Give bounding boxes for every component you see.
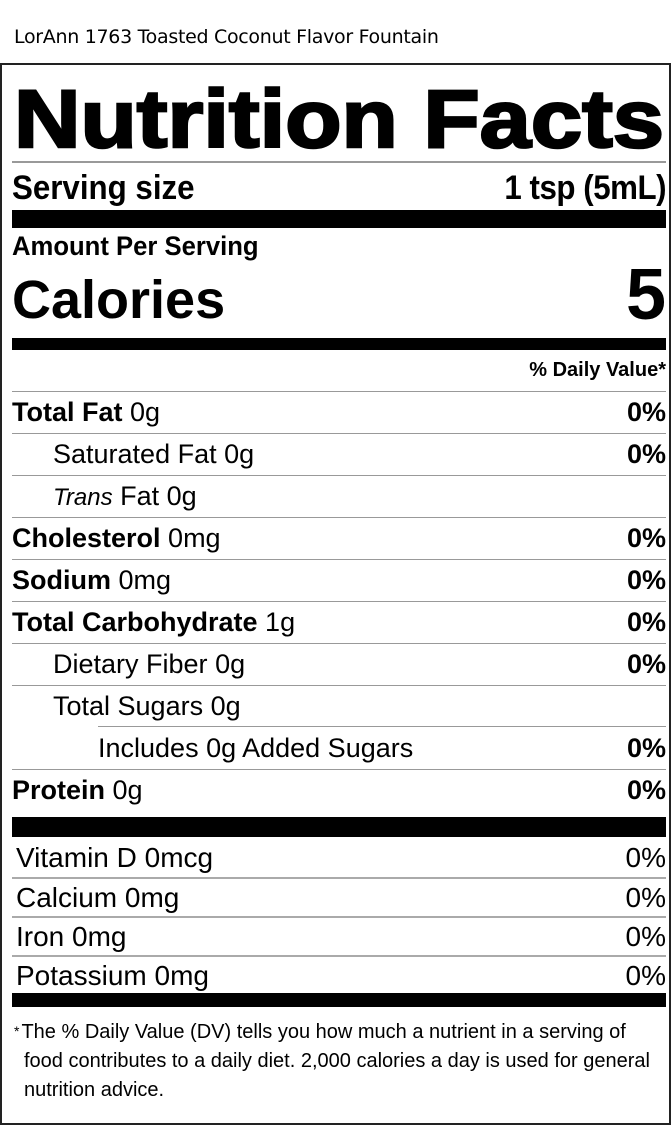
serving-size-row: Serving size 1 tsp (5mL) bbox=[12, 167, 667, 209]
nutrient-amount: 0g bbox=[166, 481, 197, 511]
calories-value: 5 bbox=[625, 255, 666, 335]
nutrient-row-dietary-fiber: Dietary Fiber 0g 0% bbox=[12, 643, 666, 685]
vitamin-label: Calcium 0mg bbox=[16, 881, 180, 913]
serving-size-value: 1 tsp (5mL) bbox=[504, 168, 667, 207]
vitamin-dv: 0% bbox=[625, 841, 666, 873]
nutrient-name: Total Sugars bbox=[53, 691, 204, 721]
nutrient-name: Dietary Fiber bbox=[53, 649, 208, 679]
vitamin-label: Vitamin D 0mcg bbox=[16, 841, 214, 873]
nutrient-name: Cholesterol bbox=[12, 523, 161, 553]
divider bbox=[98, 725, 666, 727]
nutrient-dv: 0% bbox=[626, 523, 666, 553]
calories-row: Calories 5 bbox=[12, 255, 666, 335]
vitamin-label: Potassium 0mg bbox=[16, 959, 209, 991]
nutrient-row-total-sugars: Total Sugars 0g bbox=[12, 685, 666, 727]
label-title: Nutrition Facts bbox=[12, 83, 666, 153]
nutrient-row-total-fat: Total Fat 0g 0% bbox=[12, 391, 666, 433]
footnote-asterisk: * bbox=[14, 1023, 20, 1039]
nutrient-name: Total Carbohydrate bbox=[12, 607, 258, 637]
nutrient-amount: 0mg bbox=[118, 565, 172, 595]
nutrient-name: Includes 0g Added Sugars bbox=[98, 732, 414, 763]
nutrient-name: Protein bbox=[12, 775, 106, 805]
thick-divider bbox=[12, 993, 666, 1007]
nutrient-dv: 0% bbox=[626, 565, 666, 595]
footnote-text: The % Daily Value (DV) tells you how muc… bbox=[21, 1021, 650, 1101]
daily-value-header: % Daily Value* bbox=[529, 359, 666, 381]
nutrient-name: Total Fat bbox=[12, 397, 123, 427]
nutrient-amount: 0g bbox=[224, 439, 255, 469]
nutrient-amount: 1g bbox=[265, 607, 296, 637]
footnote: * The % Daily Value (DV) tells you how mu… bbox=[12, 1017, 664, 1105]
nutrition-facts-label: Nutrition Facts Serving size 1 tsp (5mL)… bbox=[0, 63, 671, 1125]
vitamin-row-iron: Iron 0mg 0% bbox=[12, 916, 666, 955]
nutrient-dv: 0% bbox=[626, 732, 666, 763]
nutrient-name: Trans bbox=[53, 484, 113, 511]
nutrient-row-total-carbohydrate: Total Carbohydrate 1g 0% bbox=[12, 601, 666, 643]
nutrient-name: Sodium bbox=[12, 565, 111, 595]
divider bbox=[12, 161, 666, 163]
nutrient-row-protein: Protein 0g 0% bbox=[12, 769, 666, 811]
vitamin-dv: 0% bbox=[625, 920, 666, 952]
vitamin-dv: 0% bbox=[625, 881, 666, 913]
nutrient-row-trans-fat: Trans Fat 0g bbox=[12, 475, 666, 517]
thick-divider bbox=[12, 210, 666, 228]
nutrient-row-cholesterol: Cholesterol 0mg 0% bbox=[12, 517, 666, 559]
product-name: LorAnn 1763 Toasted Coconut Flavor Fount… bbox=[14, 26, 439, 48]
nutrient-row-saturated-fat: Saturated Fat 0g 0% bbox=[12, 433, 666, 475]
nutrient-dv: 0% bbox=[626, 439, 666, 469]
serving-size-label: Serving size bbox=[12, 168, 195, 207]
title-text: Nutrition Facts bbox=[14, 83, 664, 153]
nutrient-list: Total Fat 0g 0% Saturated Fat 0g 0% Trans … bbox=[12, 391, 666, 811]
calories-label: Calories bbox=[12, 270, 226, 330]
nutrient-amount: 0g bbox=[215, 649, 246, 679]
nutrient-amount: 0g bbox=[130, 397, 161, 427]
vitamin-label: Iron 0mg bbox=[16, 920, 127, 952]
vitamin-dv: 0% bbox=[625, 959, 666, 991]
nutrient-row-sodium: Sodium 0mg 0% bbox=[12, 559, 666, 601]
vitamin-row-calcium: Calcium 0mg 0% bbox=[12, 877, 666, 916]
nutrient-name-rest: Fat bbox=[120, 481, 160, 511]
nutrient-amount: 0mg bbox=[168, 523, 221, 553]
vitamin-row-potassium: Potassium 0mg 0% bbox=[12, 955, 666, 994]
nutrient-row-added-sugars: Includes 0g Added Sugars 0% bbox=[12, 725, 666, 769]
nutrient-dv: 0% bbox=[626, 607, 666, 637]
nutrient-dv: 0% bbox=[626, 775, 666, 805]
amount-per-serving: Amount Per Serving bbox=[12, 231, 259, 261]
nutrient-amount: 0g bbox=[210, 691, 241, 721]
vitamin-list: Vitamin D 0mcg 0% Calcium 0mg 0% Iron 0mg 0… bbox=[12, 838, 666, 994]
nutrient-name: Saturated Fat bbox=[53, 439, 217, 469]
nutrient-dv: 0% bbox=[626, 649, 666, 679]
thick-divider bbox=[12, 817, 666, 837]
nutrient-dv: 0% bbox=[626, 397, 666, 427]
thick-divider bbox=[12, 338, 666, 350]
vitamin-row-vitamin-d: Vitamin D 0mcg 0% bbox=[12, 838, 666, 877]
nutrient-amount: 0g bbox=[112, 775, 143, 805]
